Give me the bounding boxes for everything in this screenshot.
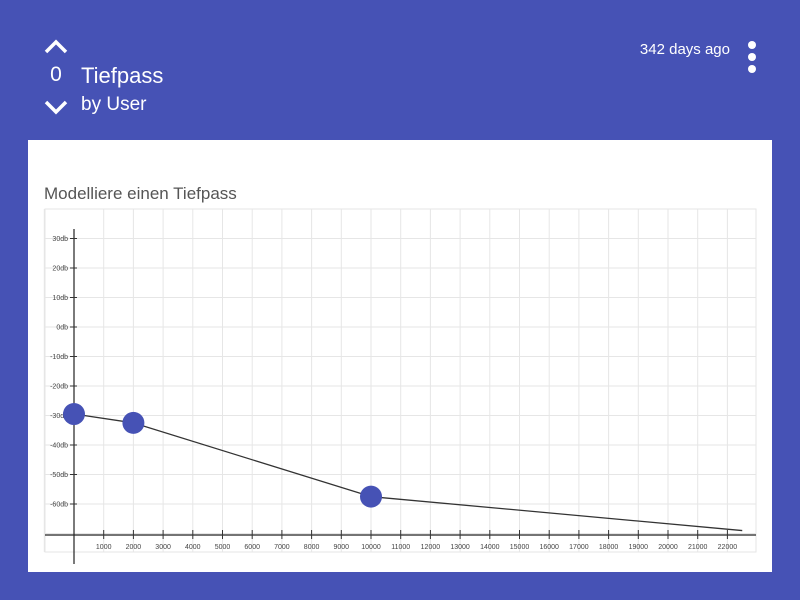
x-tick-label: 17000: [569, 544, 589, 551]
y-tick-label: 20db: [52, 266, 68, 273]
filter-curve-line: [73, 413, 743, 532]
x-tick-label: 15000: [510, 544, 530, 551]
x-tick-label: 9000: [334, 544, 350, 551]
x-tick-label: 7000: [274, 544, 290, 551]
chart-card: Modelliere einen Tiefpass 30db 20db 10db 0d…: [28, 140, 772, 572]
y-tick-label: -40db: [50, 443, 68, 450]
x-tick-label: 5000: [215, 544, 231, 551]
y-tick-label: 30db: [52, 236, 68, 243]
upvote-button[interactable]: [42, 36, 70, 56]
x-tick-label: 10000: [361, 544, 381, 551]
more-menu-button[interactable]: [743, 40, 761, 74]
x-tick-label: 19000: [629, 544, 649, 551]
y-axis-ticks: 30db 20db 10db 0db -10db -20db -30db -40db -50db…: [50, 236, 77, 509]
chart-control-points[interactable]: [63, 403, 382, 508]
y-tick-label: 10db: [52, 295, 68, 302]
x-tick-label: 20000: [658, 544, 678, 551]
chevron-down-icon: [44, 100, 68, 115]
y-tick-label: -10db: [50, 354, 68, 361]
chevron-up-icon: [44, 39, 68, 54]
y-tick-label: -60db: [50, 502, 68, 509]
x-tick-label: 16000: [539, 544, 559, 551]
y-tick-label: -50db: [50, 472, 68, 479]
chart-title: Modelliere einen Tiefpass: [44, 184, 237, 203]
post-title[interactable]: Tiefpass: [81, 63, 164, 88]
y-tick-label: -30db: [50, 413, 68, 420]
control-point[interactable]: [360, 485, 382, 508]
chart-grid: [43, 208, 757, 553]
downvote-button[interactable]: [42, 98, 70, 118]
x-tick-label: 21000: [688, 544, 708, 551]
x-tick-label: 13000: [450, 544, 470, 551]
chart-series: [73, 413, 743, 532]
x-axis-ticks: 1000 2000 3000 4000 5000 6000 7000 8000 9000 1000…: [96, 530, 737, 551]
vote-count: 0: [50, 63, 62, 86]
post-author: by User: [81, 94, 147, 115]
x-tick-label: 14000: [480, 544, 500, 551]
x-tick-label: 6000: [244, 544, 260, 551]
more-vert-icon: [748, 41, 756, 49]
control-point[interactable]: [122, 411, 145, 434]
y-tick-label: 0db: [56, 325, 68, 332]
x-tick-label: 12000: [421, 544, 441, 551]
x-tick-label: 22000: [718, 544, 738, 551]
control-point[interactable]: [63, 403, 85, 426]
x-tick-label: 1000: [96, 544, 112, 551]
x-tick-label: 18000: [599, 544, 619, 551]
post-timestamp: 342 days ago: [639, 41, 730, 58]
x-tick-label: 2000: [126, 544, 142, 551]
post-header: 0 Tiefpass by User 342 days ago: [0, 0, 800, 140]
x-tick-label: 11000: [391, 544, 410, 551]
x-tick-label: 8000: [304, 544, 320, 551]
x-tick-label: 3000: [155, 544, 171, 551]
y-tick-label: -20db: [50, 384, 68, 391]
x-tick-label: 4000: [185, 544, 201, 551]
filter-chart[interactable]: 30db 20db 10db 0db -10db -20db -30db -40db -50db…: [28, 140, 772, 572]
